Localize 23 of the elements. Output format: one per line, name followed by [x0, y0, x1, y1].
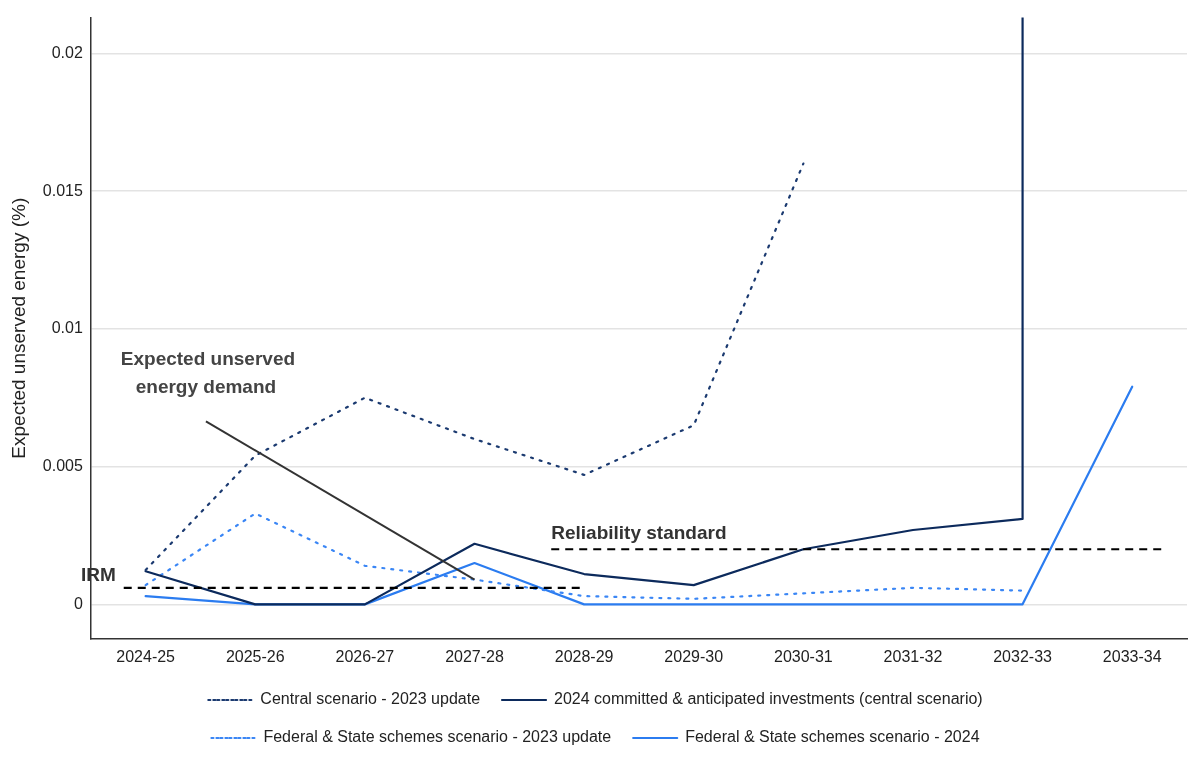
y-tick-label: 0.01: [51, 319, 83, 337]
y-tick-label: 0: [73, 594, 83, 612]
x-tick-label: 2029-30: [664, 647, 724, 665]
x-tick-label: 2032-33: [993, 647, 1053, 665]
annotation: Expected unserved energy demand: [120, 348, 296, 398]
x-tick-label: 2028-29: [554, 647, 614, 665]
y-axis-title: Expected unserved energy (%): [7, 197, 29, 459]
x-tick-label: 2033-34: [1102, 647, 1162, 665]
x-tick-label: 2031-32: [883, 647, 943, 665]
y-tick-label: 0.02: [51, 43, 83, 61]
y-tick-label: 0.005: [42, 457, 83, 475]
x-tick-label: 2025-26: [225, 647, 285, 665]
x-tick-label: 2030-31: [773, 647, 833, 665]
x-tick-label: 2027-28: [445, 647, 504, 665]
legend-label: Federal & State schemes scenario - 2023 update: [263, 728, 612, 746]
x-tick-label: 2024-25: [116, 647, 176, 665]
x-tick-label: 2026-27: [335, 647, 395, 665]
legend-label: Federal & State schemes scenario - 2024: [685, 728, 980, 746]
y-tick-label: 0.015: [42, 181, 83, 199]
line-series: [144, 512, 1024, 600]
legend-label: 2024 committed & anticipated investments (central scenario): [554, 690, 983, 708]
ref-line-label: Reliability standard: [551, 522, 727, 543]
legend-label: Central scenario - 2023 update: [260, 690, 481, 708]
